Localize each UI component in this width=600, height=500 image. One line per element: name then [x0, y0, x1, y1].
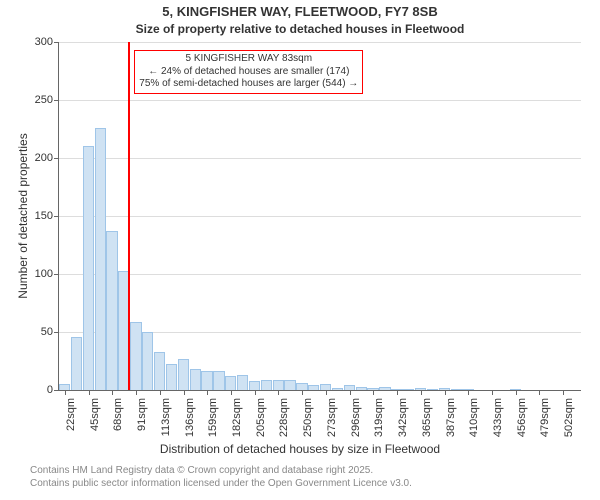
- chart-title: 5, KINGFISHER WAY, FLEETWOOD, FY7 8SB: [0, 4, 600, 19]
- histogram-bar: [284, 380, 295, 390]
- xtick-mark: [207, 390, 208, 395]
- histogram-bar: [379, 387, 390, 390]
- xtick-label: 410sqm: [468, 398, 480, 437]
- chart-container: 5, KINGFISHER WAY, FLEETWOOD, FY7 8SB Si…: [0, 0, 600, 500]
- histogram-bar: [142, 332, 153, 390]
- ytick-label: 0: [47, 384, 59, 396]
- footer-line-1: Contains HM Land Registry data © Crown c…: [30, 464, 373, 477]
- xtick-mark: [468, 390, 469, 395]
- gridline: [59, 216, 581, 217]
- histogram-bar: [273, 380, 284, 390]
- ytick-label: 300: [35, 36, 59, 48]
- histogram-bar: [451, 389, 462, 390]
- footer-line-2: Contains public sector information licen…: [30, 477, 412, 490]
- gridline: [59, 274, 581, 275]
- y-axis-title: Number of detached properties: [16, 133, 30, 298]
- xtick-label: 387sqm: [445, 398, 457, 437]
- xtick-mark: [278, 390, 279, 395]
- histogram-bar: [178, 359, 189, 390]
- histogram-bar: [190, 369, 201, 390]
- xtick-label: 479sqm: [539, 398, 551, 437]
- histogram-bar: [308, 385, 319, 390]
- xtick-mark: [302, 390, 303, 395]
- marker-line: [128, 42, 130, 390]
- xtick-mark: [373, 390, 374, 395]
- xtick-mark: [421, 390, 422, 395]
- xtick-label: 205sqm: [255, 398, 267, 437]
- ytick-label: 50: [41, 326, 59, 338]
- histogram-bar: [261, 380, 272, 390]
- annotation-line-2: ← 24% of detached houses are smaller (17…: [139, 66, 358, 79]
- histogram-bar: [166, 364, 177, 390]
- xtick-mark: [326, 390, 327, 395]
- gridline: [59, 42, 581, 43]
- xtick-mark: [160, 390, 161, 395]
- xtick-label: 342sqm: [397, 398, 409, 437]
- xtick-label: 159sqm: [207, 398, 219, 437]
- histogram-bar: [95, 128, 106, 390]
- annotation-line-1: 5 KINGFISHER WAY 83sqm: [139, 53, 358, 66]
- xtick-label: 433sqm: [492, 398, 504, 437]
- annotation-line-3: 75% of semi-detached houses are larger (…: [139, 78, 358, 91]
- xtick-mark: [539, 390, 540, 395]
- x-axis-title: Distribution of detached houses by size …: [0, 442, 600, 456]
- xtick-mark: [89, 390, 90, 395]
- histogram-bar: [403, 389, 414, 390]
- xtick-label: 502sqm: [563, 398, 575, 437]
- xtick-label: 273sqm: [326, 398, 338, 437]
- xtick-mark: [516, 390, 517, 395]
- histogram-bar: [332, 388, 343, 390]
- chart-subtitle: Size of property relative to detached ho…: [0, 22, 600, 36]
- xtick-label: 113sqm: [160, 398, 172, 436]
- histogram-bar: [83, 146, 94, 390]
- xtick-mark: [255, 390, 256, 395]
- xtick-mark: [231, 390, 232, 395]
- histogram-bar: [296, 383, 307, 390]
- ytick-label: 150: [35, 210, 59, 222]
- xtick-mark: [445, 390, 446, 395]
- xtick-mark: [350, 390, 351, 395]
- xtick-label: 136sqm: [184, 398, 196, 437]
- ytick-label: 100: [35, 268, 59, 280]
- histogram-bar: [106, 231, 117, 390]
- xtick-label: 365sqm: [421, 398, 433, 437]
- xtick-mark: [112, 390, 113, 395]
- histogram-bar: [225, 376, 236, 390]
- histogram-bar: [237, 375, 248, 390]
- xtick-label: 45sqm: [89, 398, 101, 431]
- xtick-mark: [563, 390, 564, 395]
- histogram-bar: [130, 322, 141, 390]
- histogram-bar: [427, 389, 438, 390]
- histogram-bar: [154, 352, 165, 390]
- gridline: [59, 100, 581, 101]
- xtick-mark: [136, 390, 137, 395]
- annotation-box: 5 KINGFISHER WAY 83sqm← 24% of detached …: [134, 50, 363, 94]
- histogram-bar: [201, 371, 212, 390]
- xtick-label: 228sqm: [278, 398, 290, 437]
- histogram-bar: [213, 371, 224, 390]
- histogram-bar: [356, 387, 367, 390]
- ytick-label: 250: [35, 94, 59, 106]
- xtick-label: 250sqm: [302, 398, 314, 437]
- xtick-label: 22sqm: [65, 398, 77, 431]
- gridline: [59, 158, 581, 159]
- plot-area: 05010015020025030022sqm45sqm68sqm91sqm11…: [58, 42, 581, 391]
- xtick-mark: [65, 390, 66, 395]
- histogram-bar: [71, 337, 82, 390]
- xtick-label: 91sqm: [136, 398, 148, 431]
- xtick-label: 68sqm: [112, 398, 124, 431]
- xtick-label: 296sqm: [350, 398, 362, 437]
- xtick-label: 182sqm: [231, 398, 243, 437]
- xtick-mark: [492, 390, 493, 395]
- xtick-mark: [184, 390, 185, 395]
- histogram-bar: [249, 381, 260, 390]
- xtick-label: 456sqm: [516, 398, 528, 437]
- xtick-mark: [397, 390, 398, 395]
- xtick-label: 319sqm: [373, 398, 385, 437]
- ytick-label: 200: [35, 152, 59, 164]
